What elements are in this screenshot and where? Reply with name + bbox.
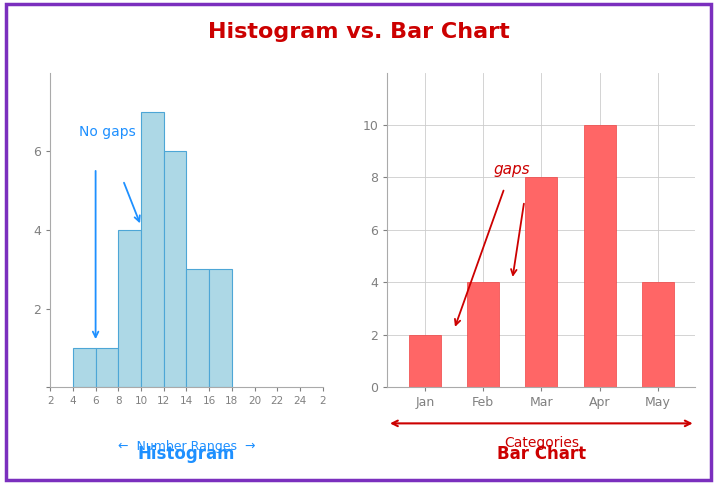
- Text: No gaps: No gaps: [79, 125, 136, 139]
- Bar: [467, 282, 499, 387]
- Text: gaps: gaps: [494, 163, 531, 178]
- Text: Histogram vs. Bar Chart: Histogram vs. Bar Chart: [208, 22, 509, 42]
- Bar: [209, 269, 232, 387]
- Bar: [584, 125, 615, 387]
- Text: ←  Number Ranges  →: ← Number Ranges →: [118, 440, 255, 453]
- Text: Categories: Categories: [504, 436, 579, 450]
- Bar: [73, 348, 95, 387]
- Bar: [186, 269, 209, 387]
- Bar: [526, 178, 557, 387]
- Text: Bar Chart: Bar Chart: [497, 445, 586, 463]
- Bar: [163, 151, 186, 387]
- Bar: [118, 230, 141, 387]
- Text: Histogram: Histogram: [138, 445, 235, 463]
- Bar: [642, 282, 674, 387]
- Bar: [409, 335, 441, 387]
- Bar: [95, 348, 118, 387]
- Bar: [141, 112, 163, 387]
